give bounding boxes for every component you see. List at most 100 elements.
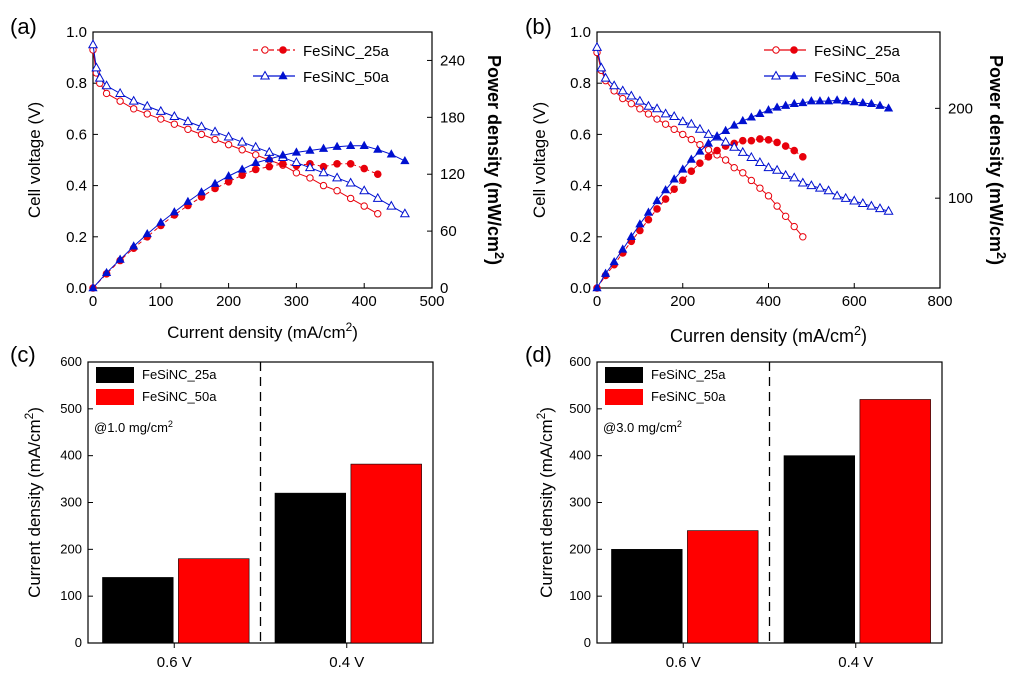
polarization-point-50a <box>703 128 714 138</box>
power-point-50a <box>858 97 868 107</box>
x-axis-title: Curren density (mA/cm2) <box>670 324 867 346</box>
polarization-point-50a <box>182 116 193 126</box>
panel-label: (a) <box>10 14 37 39</box>
y-tick-label: 200 <box>60 541 82 556</box>
polarization-point-25a <box>721 156 730 164</box>
polarization-point-25a <box>773 202 781 210</box>
y-tick-label: 0.6 <box>66 126 87 143</box>
polarization-point-50a <box>596 62 607 72</box>
polarization-point-50a <box>399 208 410 218</box>
polarization-point-25a <box>627 99 635 108</box>
power-point-50a <box>678 164 688 173</box>
polarization-point-50a <box>94 72 105 82</box>
legend-marker-open <box>261 46 269 54</box>
y-tick-label: 100 <box>60 588 82 603</box>
polarization-point-25a <box>636 105 644 113</box>
power-point-50a <box>196 187 207 196</box>
polarization-point-50a <box>626 90 637 100</box>
power-point-50a <box>400 155 410 165</box>
power-point-50a <box>849 97 859 106</box>
power-point-50a <box>875 100 885 109</box>
y-tick-label: 0.6 <box>570 126 591 143</box>
power-point-50a <box>746 112 756 121</box>
polarization-point-25a <box>333 187 341 195</box>
polarization-point-50a <box>754 157 765 167</box>
power-point-25a <box>360 164 369 173</box>
polarization-point-50a <box>772 164 783 174</box>
y-tick-label: 0.2 <box>66 229 87 246</box>
polarization-point-25a <box>644 110 653 118</box>
power-point-50a <box>626 231 636 240</box>
x-tick-label: 0 <box>593 293 601 310</box>
legend-swatch <box>605 389 643 405</box>
polarization-point-25a <box>184 125 192 133</box>
y-tick-label: 400 <box>60 448 82 463</box>
polarization-point-50a <box>763 162 774 172</box>
y2-tick-label: 120 <box>440 166 465 183</box>
legend-marker-open <box>772 46 780 54</box>
polarization-point-25a <box>756 184 764 192</box>
legend-label: FeSiNC_25a <box>814 43 901 60</box>
panel-d: (d) 0 100 200 300 400 500 600 0.6 V 0.4 V Current … <box>525 342 943 671</box>
polarization-point-50a <box>883 205 894 215</box>
polarization-point-50a <box>737 146 748 156</box>
polarization-point-25a <box>374 210 382 218</box>
polarization-point-50a <box>660 108 671 118</box>
y-tick-label: 0 <box>75 635 82 650</box>
polarization-point-50a <box>386 200 397 210</box>
power-point-50a <box>823 96 834 105</box>
polarization-point-50a <box>223 131 234 141</box>
polarization-point-50a <box>304 162 316 172</box>
polarization-point-50a <box>746 151 757 161</box>
polarization-point-25a <box>360 202 368 210</box>
polarization-point-50a <box>832 190 843 200</box>
polarization-point-25a <box>292 169 301 177</box>
legend-label: FeSiNC_25a <box>303 43 390 60</box>
y2-tick-label: 60 <box>440 223 457 240</box>
power-point-50a <box>806 96 816 105</box>
y2-axis-title: Power density (mW/cm2) <box>484 55 506 265</box>
power-point-25a <box>756 135 764 143</box>
legend-label: FeSiNC_25a <box>651 367 726 382</box>
polarization-point-50a <box>345 177 356 187</box>
power-point-50a <box>695 146 705 155</box>
power-line-25a <box>92 163 378 289</box>
x-tick-label: 300 <box>284 293 309 310</box>
polarization-point-50a <box>609 80 620 90</box>
legend-marker-open <box>259 70 271 80</box>
power-point-25a <box>687 167 696 176</box>
power-point-25a <box>238 171 246 179</box>
y2-tick-label: 0 <box>440 280 448 297</box>
polarization-point-25a <box>238 146 246 154</box>
polarization-point-50a <box>591 41 603 51</box>
category-label: 0.4 V <box>838 654 873 671</box>
polarization-point-50a <box>643 100 654 110</box>
power-point-50a <box>798 97 808 107</box>
polarization-point-50a <box>318 167 329 177</box>
bar-50a <box>859 399 931 644</box>
polarization-point-50a <box>209 126 221 136</box>
power-point-50a <box>129 241 139 250</box>
power-point-50a <box>721 125 731 135</box>
polarization-point-50a <box>789 172 800 182</box>
legend-label: FeSiNC_50a <box>303 69 390 86</box>
legend-label: FeSiNC_50a <box>142 389 217 404</box>
y-axis-title: Current density (mA/cm2) <box>22 407 44 598</box>
polarization-point-50a <box>823 185 834 195</box>
x-tick-label: 600 <box>842 293 867 310</box>
polarization-point-25a <box>306 174 314 182</box>
power-point-25a <box>713 146 721 155</box>
bar-50a <box>178 558 250 644</box>
power-point-50a <box>789 98 799 108</box>
power-point-50a <box>115 254 125 263</box>
polarization-point-25a <box>790 222 798 231</box>
polarization-point-25a <box>170 120 179 128</box>
power-point-50a <box>815 96 825 105</box>
power-point-25a <box>333 159 341 168</box>
polarization-point-50a <box>634 95 645 105</box>
power-point-50a <box>832 95 842 104</box>
x-tick-label: 0 <box>89 293 97 310</box>
power-point-25a <box>773 138 781 147</box>
polarization-point-50a <box>169 110 180 120</box>
annotation-loading: @1.0 mg/cm2 <box>94 419 173 435</box>
